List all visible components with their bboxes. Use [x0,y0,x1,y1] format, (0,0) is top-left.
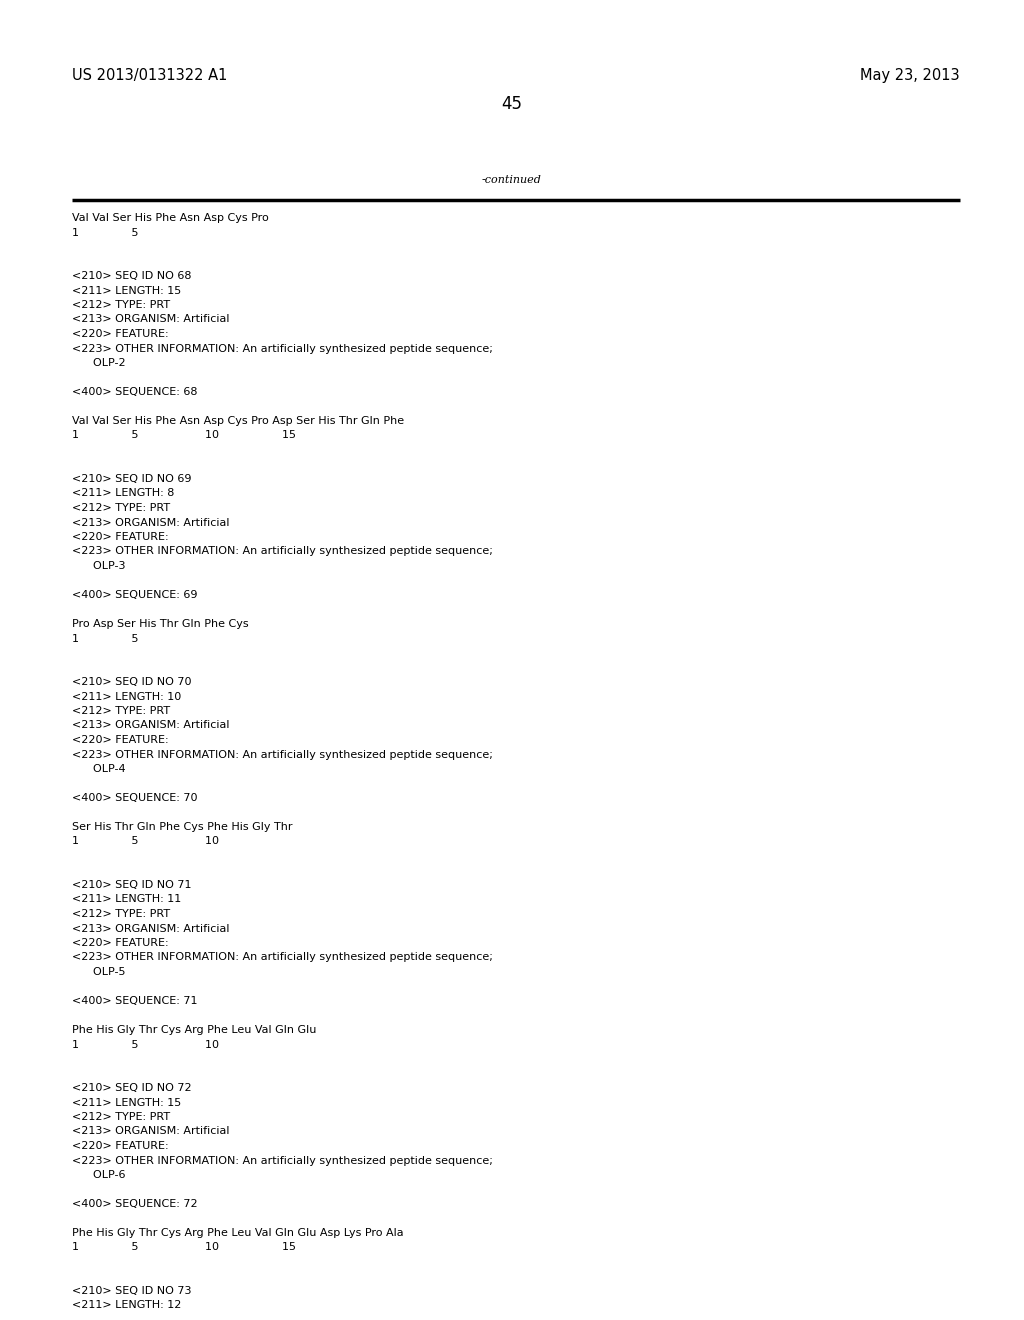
Text: <211> LENGTH: 15: <211> LENGTH: 15 [72,1097,181,1107]
Text: 1               5                   10: 1 5 10 [72,1040,219,1049]
Text: Pro Asp Ser His Thr Gln Phe Cys: Pro Asp Ser His Thr Gln Phe Cys [72,619,249,630]
Text: OLP-6: OLP-6 [72,1170,126,1180]
Text: 1               5: 1 5 [72,227,138,238]
Text: <400> SEQUENCE: 69: <400> SEQUENCE: 69 [72,590,198,601]
Text: <212> TYPE: PRT: <212> TYPE: PRT [72,300,170,310]
Text: <213> ORGANISM: Artificial: <213> ORGANISM: Artificial [72,721,229,730]
Text: <210> SEQ ID NO 69: <210> SEQ ID NO 69 [72,474,191,484]
Text: Ser His Thr Gln Phe Cys Phe His Gly Thr: Ser His Thr Gln Phe Cys Phe His Gly Thr [72,822,293,832]
Text: <212> TYPE: PRT: <212> TYPE: PRT [72,503,170,513]
Text: OLP-3: OLP-3 [72,561,126,572]
Text: <210> SEQ ID NO 72: <210> SEQ ID NO 72 [72,1082,191,1093]
Text: <223> OTHER INFORMATION: An artificially synthesized peptide sequence;: <223> OTHER INFORMATION: An artificially… [72,343,493,354]
Text: <212> TYPE: PRT: <212> TYPE: PRT [72,909,170,919]
Text: Phe His Gly Thr Cys Arg Phe Leu Val Gln Glu Asp Lys Pro Ala: Phe His Gly Thr Cys Arg Phe Leu Val Gln … [72,1228,403,1238]
Text: <213> ORGANISM: Artificial: <213> ORGANISM: Artificial [72,314,229,325]
Text: <223> OTHER INFORMATION: An artificially synthesized peptide sequence;: <223> OTHER INFORMATION: An artificially… [72,750,493,759]
Text: <400> SEQUENCE: 68: <400> SEQUENCE: 68 [72,387,198,397]
Text: <400> SEQUENCE: 70: <400> SEQUENCE: 70 [72,793,198,803]
Text: <211> LENGTH: 15: <211> LENGTH: 15 [72,285,181,296]
Text: <223> OTHER INFORMATION: An artificially synthesized peptide sequence;: <223> OTHER INFORMATION: An artificially… [72,953,493,962]
Text: <223> OTHER INFORMATION: An artificially synthesized peptide sequence;: <223> OTHER INFORMATION: An artificially… [72,1155,493,1166]
Text: <400> SEQUENCE: 72: <400> SEQUENCE: 72 [72,1199,198,1209]
Text: <220> FEATURE:: <220> FEATURE: [72,735,169,744]
Text: 1               5: 1 5 [72,634,138,644]
Text: Val Val Ser His Phe Asn Asp Cys Pro: Val Val Ser His Phe Asn Asp Cys Pro [72,213,268,223]
Text: <211> LENGTH: 10: <211> LENGTH: 10 [72,692,181,701]
Text: -continued: -continued [482,176,542,185]
Text: <220> FEATURE:: <220> FEATURE: [72,939,169,948]
Text: 1               5                   10                  15: 1 5 10 15 [72,430,296,441]
Text: Val Val Ser His Phe Asn Asp Cys Pro Asp Ser His Thr Gln Phe: Val Val Ser His Phe Asn Asp Cys Pro Asp … [72,416,404,426]
Text: <210> SEQ ID NO 70: <210> SEQ ID NO 70 [72,677,191,686]
Text: 1               5                   10                  15: 1 5 10 15 [72,1242,296,1253]
Text: May 23, 2013: May 23, 2013 [860,69,961,83]
Text: <220> FEATURE:: <220> FEATURE: [72,532,169,543]
Text: <220> FEATURE:: <220> FEATURE: [72,329,169,339]
Text: <213> ORGANISM: Artificial: <213> ORGANISM: Artificial [72,1126,229,1137]
Text: <213> ORGANISM: Artificial: <213> ORGANISM: Artificial [72,517,229,528]
Text: <223> OTHER INFORMATION: An artificially synthesized peptide sequence;: <223> OTHER INFORMATION: An artificially… [72,546,493,557]
Text: <220> FEATURE:: <220> FEATURE: [72,1140,169,1151]
Text: OLP-5: OLP-5 [72,968,126,977]
Text: 1               5                   10: 1 5 10 [72,837,219,846]
Text: <400> SEQUENCE: 71: <400> SEQUENCE: 71 [72,997,198,1006]
Text: 45: 45 [502,95,522,114]
Text: <210> SEQ ID NO 73: <210> SEQ ID NO 73 [72,1286,191,1296]
Text: US 2013/0131322 A1: US 2013/0131322 A1 [72,69,227,83]
Text: <212> TYPE: PRT: <212> TYPE: PRT [72,1111,170,1122]
Text: Phe His Gly Thr Cys Arg Phe Leu Val Gln Glu: Phe His Gly Thr Cys Arg Phe Leu Val Gln … [72,1026,316,1035]
Text: <211> LENGTH: 8: <211> LENGTH: 8 [72,488,174,499]
Text: <210> SEQ ID NO 71: <210> SEQ ID NO 71 [72,880,191,890]
Text: OLP-2: OLP-2 [72,358,126,368]
Text: <210> SEQ ID NO 68: <210> SEQ ID NO 68 [72,271,191,281]
Text: <211> LENGTH: 11: <211> LENGTH: 11 [72,895,181,904]
Text: <213> ORGANISM: Artificial: <213> ORGANISM: Artificial [72,924,229,933]
Text: <211> LENGTH: 12: <211> LENGTH: 12 [72,1300,181,1311]
Text: OLP-4: OLP-4 [72,764,126,774]
Text: <212> TYPE: PRT: <212> TYPE: PRT [72,706,170,715]
